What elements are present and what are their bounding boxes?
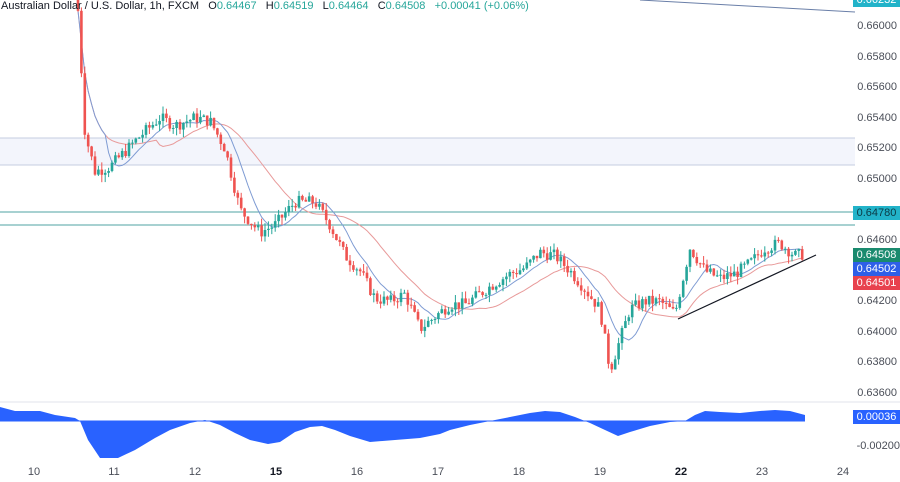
price-tick: 0.63600 — [857, 387, 897, 399]
low-label: L — [322, 0, 329, 12]
time-tick: 16 — [350, 466, 364, 478]
time-tick: 18 — [512, 466, 526, 478]
top-price-tag: 0.66232 — [853, 0, 900, 7]
low-value: 0.64464 — [328, 0, 369, 12]
moving-average-fast — [77, 10, 803, 341]
ascending-trendline[interactable] — [677, 254, 817, 320]
level-price-tag: 0.64780 — [853, 206, 900, 220]
open-label: O — [208, 0, 217, 12]
oscillator-area — [0, 407, 805, 458]
time-tick: 10 — [27, 466, 41, 478]
last-price-tag: 0.64508 — [853, 248, 900, 262]
time-tick: 22 — [674, 466, 688, 478]
open-value: 0.64467 — [216, 0, 257, 12]
change-value: +0.00041 (+0.06%) — [434, 0, 529, 12]
high-label: H — [265, 0, 274, 12]
chart-legend: Australian Dollar / U.S. Dollar, 1h, FXC… — [1, 0, 529, 13]
price-tick: 0.66000 — [857, 20, 897, 32]
moving-average-slow — [77, 10, 803, 318]
price-tick: 0.65800 — [857, 51, 897, 63]
price-tick: 0.64200 — [857, 295, 897, 307]
time-tick: 24 — [836, 466, 850, 478]
close-label: C — [377, 0, 386, 12]
ma-fast-tag: 0.64502 — [853, 262, 900, 276]
candlestick-series — [76, 0, 804, 374]
long-trendline[interactable] — [639, 0, 856, 13]
high-value: 0.64519 — [273, 0, 314, 12]
ma-slow-tag: 0.64501 — [853, 276, 900, 290]
price-tick: 0.64000 — [857, 326, 897, 338]
time-tick: 12 — [188, 466, 202, 478]
price-tick: 0.65000 — [857, 173, 897, 185]
price-tick: 0.65600 — [857, 81, 897, 93]
close-value: 0.64508 — [385, 0, 426, 12]
price-tick: 0.65400 — [857, 112, 897, 124]
time-tick: 11 — [108, 466, 120, 478]
price-tick: 0.64600 — [857, 234, 897, 246]
time-tick: 15 — [269, 466, 283, 478]
time-tick: 23 — [755, 466, 769, 478]
oscillator-value-tag: 0.00036 — [853, 410, 900, 424]
time-tick: 17 — [431, 466, 445, 478]
time-tick: 19 — [593, 466, 607, 478]
symbol-title[interactable]: Australian Dollar / U.S. Dollar, 1h, FXC… — [1, 0, 200, 12]
oscillator-tick: -0.00200 — [856, 440, 900, 452]
price-tick: 0.65200 — [857, 142, 897, 154]
price-tick: 0.63800 — [857, 356, 897, 368]
